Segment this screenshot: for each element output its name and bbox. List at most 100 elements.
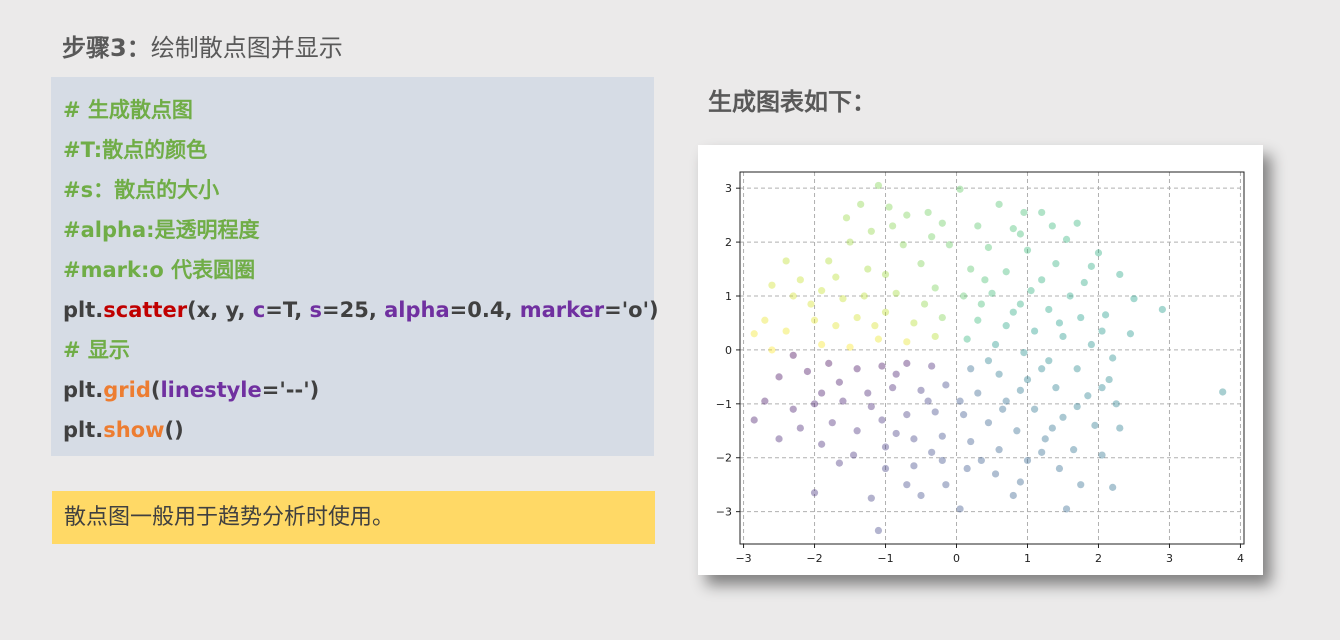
scatter-point [867,402,875,411]
x-tick-label: 3 [1166,552,1173,565]
scatter-point [835,378,843,386]
scatter-point [1055,464,1064,473]
scatter-point [991,470,1000,478]
scatter-point [789,292,797,300]
x-tick-label: 2 [1095,552,1102,565]
scatter-point [1098,451,1106,459]
scatter-point [928,448,936,456]
chart-card: −3 −2 −1 0 1 2 3 4 −3 −2 −1 0 1 2 3 [698,145,1263,575]
scatter-point [761,397,769,405]
scatter-point [881,464,890,473]
grid-function: grid [103,378,151,402]
scatter-point [1038,365,1046,373]
scatter-point [832,273,840,281]
scatter-chart: −3 −2 −1 0 1 2 3 4 −3 −2 −1 0 1 2 3 [716,171,1245,565]
scatter-point [920,300,929,308]
value-s: =25, [322,298,385,322]
scatter-point [1023,375,1032,384]
scatter-point [810,489,819,497]
scatter-point [889,384,897,392]
axes-frame [739,171,1245,545]
x-tick-label: −1 [877,552,893,565]
scatter-point [924,397,932,405]
scatter-point [924,208,932,217]
scatter-point [1101,311,1110,319]
scatter-point [938,313,946,322]
scatter-point [960,411,968,419]
scatter-point [928,233,936,241]
scatter-point [853,313,861,322]
code-args: (x, y, [187,298,253,322]
scatter-point [1087,262,1095,270]
y-tick-label: 0 [725,344,732,357]
code-scatter-line: plt.scatter(x, y, c=T, s=25, alpha=0.4, … [63,295,659,335]
scatter-point [903,359,911,367]
result-heading: 生成图表如下： [708,88,876,116]
code-block: # 生成散点图 #T:散点的颜色 #s：散点的大小 #alpha:是透明程度 #… [51,77,659,456]
scatter-point [917,491,925,500]
scatter-point [1041,435,1049,443]
scatter-point [1130,295,1138,303]
scatter-point [1048,424,1056,432]
scatter-point [878,362,886,370]
scatter-point [931,332,939,341]
scatter-point [1062,505,1071,513]
scatter-point [956,397,964,405]
scatter-point [1052,260,1060,268]
scatter-point [974,222,982,230]
scatter-point [967,437,975,446]
scatter-point [871,322,879,330]
scatter-point [839,397,847,405]
scatter-point [903,211,911,219]
scatter-point [1084,392,1092,400]
scatter-point [828,419,836,427]
keyword-alpha: alpha [384,298,450,322]
scatter-point [963,464,971,473]
scatter-point [1027,287,1035,295]
points-layer [750,181,1227,535]
code-comment: #s：散点的大小 [63,178,220,202]
scatter-point [917,260,925,268]
scatter-point [903,411,911,419]
scatter-point [818,440,826,448]
scatter-point [803,367,812,376]
scatter-point [796,424,804,432]
scatter-point [853,365,861,373]
scatter-point [1023,246,1032,254]
scatter-point [881,308,890,316]
scatter-point [967,265,975,273]
code-args: ( [150,378,161,402]
code-comment: #mark:o 代表圆圈 [63,258,256,282]
scatter-point [874,335,883,343]
keyword-s: s [309,298,323,322]
scatter-point [1048,222,1056,230]
scatter-point [860,292,868,300]
scatter-point [984,419,993,427]
scatter-point [1087,340,1095,349]
ticks-layer: −3 −2 −1 0 1 2 3 4 −3 −2 −1 0 1 2 3 [716,182,1244,565]
code-show-line: plt.show() [63,415,654,455]
scatter-point [1016,478,1024,486]
value-linestyle: ='--') [261,378,320,402]
scatter-point [1158,305,1166,314]
scatter-point [1020,208,1028,217]
scatter-point [818,389,826,397]
scatter-point [917,386,925,394]
scatter-point [1077,481,1085,489]
scatter-point [910,319,918,327]
code-comment: #T:散点的颜色 [63,138,208,162]
scatter-point [1038,448,1046,456]
scatter-point [874,526,883,535]
scatter-point [1059,332,1067,341]
y-tick-label: 3 [725,182,732,195]
scatter-point [910,435,918,443]
scatter-point [1009,491,1017,500]
scatter-point [1055,319,1064,327]
scatter-point [1091,421,1099,429]
code-args: () [164,418,184,442]
scatter-point [832,322,840,330]
scatter-point [984,357,993,365]
scatter-point [835,459,843,467]
scatter-point [782,257,790,265]
scatter-point [750,416,758,424]
